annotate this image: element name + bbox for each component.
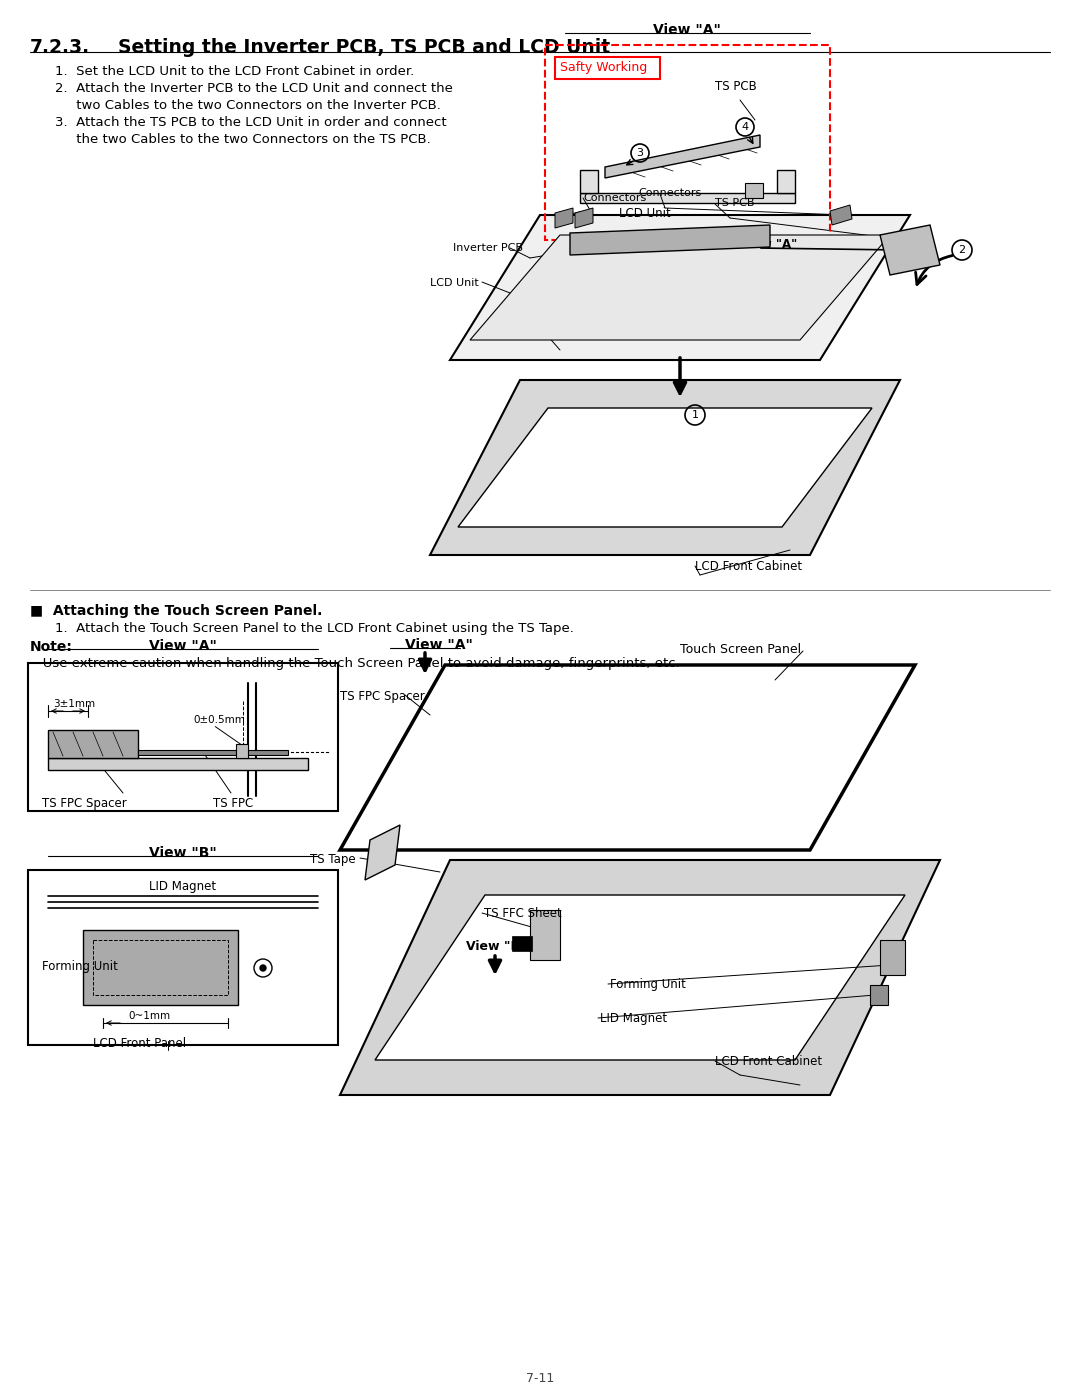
Polygon shape	[365, 826, 400, 880]
Text: Safty Working: Safty Working	[561, 61, 647, 74]
Text: View "B": View "B"	[465, 940, 527, 953]
Bar	[580, 170, 598, 193]
Text: View "A": View "A"	[405, 638, 473, 652]
Polygon shape	[605, 136, 760, 177]
Polygon shape	[570, 225, 770, 256]
Text: two Cables to the two Connectors on the Inverter PCB.: two Cables to the two Connectors on the …	[55, 99, 441, 112]
Text: LCD Front Cabinet: LCD Front Cabinet	[715, 1055, 822, 1067]
Text: Inverter PCB: Inverter PCB	[453, 243, 523, 253]
Text: LID Magnet: LID Magnet	[600, 1011, 667, 1025]
Text: 1.  Set the LCD Unit to the LCD Front Cabinet in order.: 1. Set the LCD Unit to the LCD Front Cab…	[55, 66, 415, 78]
Circle shape	[260, 965, 266, 971]
Text: 1.  Attach the Touch Screen Panel to the LCD Front Cabinet using the TS Tape.: 1. Attach the Touch Screen Panel to the …	[55, 622, 573, 636]
Text: TS PCB: TS PCB	[715, 80, 757, 94]
Text: View "A": View "A"	[149, 638, 217, 652]
Text: Connectors: Connectors	[583, 193, 646, 203]
Polygon shape	[831, 205, 852, 225]
Text: ■  Attaching the Touch Screen Panel.: ■ Attaching the Touch Screen Panel.	[30, 604, 322, 617]
Text: Setting the Inverter PCB, TS PCB and LCD Unit: Setting the Inverter PCB, TS PCB and LCD…	[118, 38, 610, 57]
Text: LCD Front Panel: LCD Front Panel	[93, 1037, 186, 1051]
Polygon shape	[575, 208, 593, 228]
Text: Use extreme caution when handling the Touch Screen Panel to avoid damage, finger: Use extreme caution when handling the To…	[30, 657, 679, 671]
Text: LCD Unit: LCD Unit	[430, 278, 478, 288]
Text: TS FPC Spacer: TS FPC Spacer	[340, 690, 424, 703]
Bar	[555, 57, 660, 80]
Text: View "A": View "A"	[740, 237, 797, 251]
Text: 1: 1	[691, 409, 699, 420]
Text: TS PCB: TS PCB	[715, 198, 755, 208]
Polygon shape	[450, 215, 910, 360]
Text: 7.2.3.: 7.2.3.	[30, 38, 90, 57]
Bar	[93, 940, 228, 995]
Text: LCD Unit: LCD Unit	[619, 207, 671, 219]
Polygon shape	[555, 208, 573, 228]
Bar	[28, 664, 338, 812]
Text: Connectors: Connectors	[638, 189, 701, 198]
Text: 3: 3	[636, 148, 644, 158]
Polygon shape	[458, 408, 872, 527]
Bar	[745, 183, 762, 198]
Text: TS Tape: TS Tape	[310, 854, 355, 866]
Polygon shape	[340, 861, 940, 1095]
Text: Touch Screen Panel: Touch Screen Panel	[680, 643, 801, 657]
Polygon shape	[880, 225, 940, 275]
Text: TS FPC: TS FPC	[213, 798, 253, 810]
Text: TS FPC Spacer: TS FPC Spacer	[42, 798, 126, 810]
Text: TS FFC Sheet: TS FFC Sheet	[484, 907, 562, 921]
Bar	[777, 170, 795, 193]
Bar	[545, 45, 831, 240]
Text: Forming Unit: Forming Unit	[42, 960, 118, 972]
Text: View "A": View "A"	[653, 22, 721, 36]
Polygon shape	[470, 235, 890, 339]
Text: 2.  Attach the Inverter PCB to the LCD Unit and connect the: 2. Attach the Inverter PCB to the LCD Un…	[55, 82, 453, 95]
Bar	[28, 870, 338, 1045]
Bar	[48, 759, 308, 770]
Text: 0~1mm: 0~1mm	[129, 1011, 171, 1021]
Bar	[880, 940, 905, 975]
Text: View "B": View "B"	[149, 847, 217, 861]
Bar	[512, 936, 532, 951]
Polygon shape	[430, 380, 900, 555]
Text: LCD Front Cabinet: LCD Front Cabinet	[696, 560, 802, 573]
Text: LID Magnet: LID Magnet	[149, 880, 217, 893]
Text: 2: 2	[958, 244, 966, 256]
Text: Note:: Note:	[30, 640, 72, 654]
Text: 0±0.5mm: 0±0.5mm	[193, 715, 245, 725]
Text: Forming Unit: Forming Unit	[610, 978, 686, 990]
Bar	[530, 909, 561, 960]
Text: 4: 4	[742, 122, 748, 131]
Bar	[138, 750, 288, 754]
Text: 3±1mm: 3±1mm	[53, 698, 95, 710]
Text: 3.  Attach the TS PCB to the LCD Unit in order and connect: 3. Attach the TS PCB to the LCD Unit in …	[55, 116, 447, 129]
Polygon shape	[580, 193, 795, 203]
Text: 7-11: 7-11	[526, 1372, 554, 1384]
Bar	[83, 930, 238, 1004]
Text: the two Cables to the two Connectors on the TS PCB.: the two Cables to the two Connectors on …	[55, 133, 431, 147]
Bar	[870, 985, 888, 1004]
Bar	[48, 731, 138, 759]
Polygon shape	[375, 895, 905, 1060]
Bar	[237, 745, 248, 759]
